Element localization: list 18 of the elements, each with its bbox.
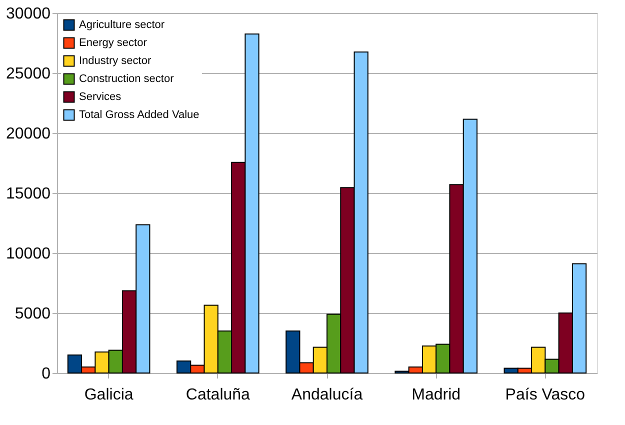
y-tick-label: 0 [42, 366, 51, 382]
y-tick-label: 10000 [6, 246, 51, 262]
x-tick-label: País Vasco [505, 386, 586, 404]
y-tick-label: 15000 [6, 186, 51, 202]
legend-label: Total Gross Added Value [79, 109, 200, 121]
x-tick-label: Andalucía [291, 386, 363, 404]
legend-label: Agriculture sector [79, 19, 165, 31]
x-tick-label: Madrid [412, 386, 461, 404]
y-tick-label: 30000 [6, 6, 51, 22]
legend-label: Energy sector [79, 37, 148, 49]
legend-label: Services [79, 91, 122, 103]
legend-label: Industry sector [79, 55, 152, 67]
y-tick-label: 20000 [6, 126, 51, 142]
y-tick-label: 25000 [6, 66, 51, 82]
y-tick-label: 5000 [14, 306, 51, 322]
legend-label: Construction sector [79, 73, 174, 85]
x-tick-label: Cataluña [186, 386, 250, 404]
x-tick-label: Galicia [84, 386, 134, 404]
